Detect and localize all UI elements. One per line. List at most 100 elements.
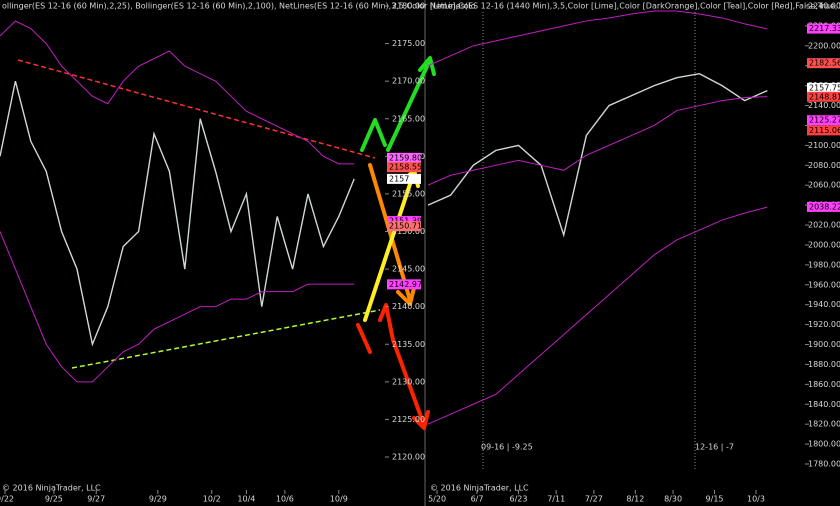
price-line	[0, 80, 355, 347]
x-tick-label: 7/27	[585, 495, 603, 504]
y-tick-label: 1860.00	[808, 380, 840, 389]
x-tick-label: 9/15	[706, 495, 724, 504]
x-tick-label: 6/7	[471, 495, 484, 504]
y-tick-label: 1940.00	[808, 300, 840, 309]
support-line	[71, 309, 381, 369]
price-tag	[807, 58, 840, 69]
y-tick-label: 1880.00	[808, 360, 840, 369]
price-tag	[387, 221, 421, 232]
x-tick-label: 10/4	[237, 495, 255, 504]
y-tick-label: 2020.00	[808, 221, 840, 230]
y-tick-label: 2200.00	[808, 41, 840, 50]
x-tick-label: 6/23	[509, 495, 527, 504]
y-tick-label: 1960.00	[808, 280, 840, 289]
arrow-head	[412, 410, 430, 430]
price-tag	[807, 201, 840, 212]
price-line	[427, 96, 768, 186]
price-tag-label: 2038.22	[809, 202, 840, 211]
rollover-note: 09-16 | -9.25	[481, 443, 533, 452]
price-tag-label: 2217.33	[809, 24, 840, 33]
price-line	[0, 20, 355, 165]
arrow-path	[368, 163, 412, 302]
price-tag-label: 2158.55	[389, 163, 422, 172]
y-tick-label: 2145.00	[392, 265, 425, 274]
price-tag	[387, 216, 421, 227]
y-tick-label: 2150.00	[392, 227, 425, 236]
arrow-path	[378, 303, 426, 427]
price-tag-label: 2159.80	[389, 153, 422, 162]
x-tick-label: 9/29	[149, 495, 167, 504]
y-tick-label: 1920.00	[808, 320, 840, 329]
x-tick-label: 10/9	[330, 495, 348, 504]
y-tick-label: 1780.00	[808, 460, 840, 469]
y-tick-label: 2140.00	[392, 302, 425, 311]
price-tag-label: 2148.81	[809, 92, 840, 101]
rollover-note: 12-16 | -7	[695, 443, 734, 452]
x-tick-label: 9/22	[0, 495, 14, 504]
y-tick-label: 1820.00	[808, 420, 840, 429]
resistance-line	[17, 59, 376, 159]
price-tag	[387, 152, 421, 163]
arrow-head	[418, 56, 436, 76]
price-line	[0, 231, 355, 383]
y-tick-label: 2120.00	[392, 453, 425, 462]
y-tick-label: 2165.00	[392, 114, 425, 123]
y-tick-label: 2175.00	[392, 39, 425, 48]
price-tag-label: 2157.75	[809, 83, 840, 92]
price-tag	[807, 82, 840, 93]
y-tick-label: 2180.00	[392, 2, 425, 11]
y-tick-label: 2125.00	[392, 415, 425, 424]
arrow-path	[386, 58, 432, 152]
arrow-path	[363, 173, 415, 322]
price-tag-label: 2157	[389, 174, 409, 183]
price-tag	[387, 173, 421, 184]
copyright: © 2016 NinjaTrader, LLC	[2, 484, 101, 493]
price-tag	[807, 23, 840, 34]
y-tick-label: 2170.00	[392, 77, 425, 86]
y-tick-label: 2100.00	[808, 141, 840, 150]
price-tag-label: 2142.97	[389, 280, 422, 289]
pane-header: ollinger(ES 12-16 (60 Min),2,25), Bollin…	[2, 2, 476, 11]
price-line	[427, 72, 768, 238]
y-tick-label: 1900.00	[808, 340, 840, 349]
price-tag	[387, 279, 421, 290]
y-tick-label: 2155.00	[392, 189, 425, 198]
price-tag	[807, 91, 840, 102]
x-tick-label: 10/3	[747, 495, 765, 504]
y-tick-label: 2140.00	[808, 101, 840, 110]
price-tag-label: 2125.27	[809, 116, 840, 125]
x-tick-label: 7/11	[547, 495, 565, 504]
y-tick-label: 1840.00	[808, 400, 840, 409]
y-tick-label: 2240.00	[808, 2, 840, 11]
x-tick-label: 9/25	[45, 495, 63, 504]
copyright: © 2016 NinjaTrader, LLC	[430, 484, 529, 493]
y-tick-label: 2135.00	[392, 340, 425, 349]
price-tag-label: 2150.71	[389, 222, 422, 231]
y-tick-label: 2000.00	[808, 240, 840, 249]
y-tick-label: 2060.00	[808, 181, 840, 190]
price-line	[427, 206, 768, 425]
x-tick-label: 5/20	[428, 495, 446, 504]
y-tick-label: 1800.00	[808, 440, 840, 449]
price-tag	[807, 125, 840, 136]
arrow-path	[356, 323, 372, 354]
x-tick-label: 8/30	[664, 495, 682, 504]
price-tag-label: 2182.56	[809, 59, 840, 68]
price-line	[427, 10, 768, 67]
y-tick-label: 1980.00	[808, 260, 840, 269]
x-tick-label: 9/27	[87, 495, 105, 504]
arrow-path	[360, 118, 387, 152]
price-tag-label: 2151.39	[389, 217, 422, 226]
price-tag	[387, 162, 421, 173]
arrow-head	[396, 286, 416, 306]
pane-header: NetLines(ES 12-16 (1440 Min),3,5,Color […	[430, 2, 840, 11]
x-tick-label: 10/6	[276, 495, 294, 504]
drawn-tools	[17, 12, 696, 470]
x-tick-label: 10/2	[203, 495, 221, 504]
y-tick-label: 2130.00	[392, 377, 425, 386]
price-tag	[807, 115, 840, 126]
y-tick-label: 2080.00	[808, 161, 840, 170]
price-tag-label: 2115.06	[809, 126, 840, 135]
x-tick-label: 8/12	[626, 495, 644, 504]
